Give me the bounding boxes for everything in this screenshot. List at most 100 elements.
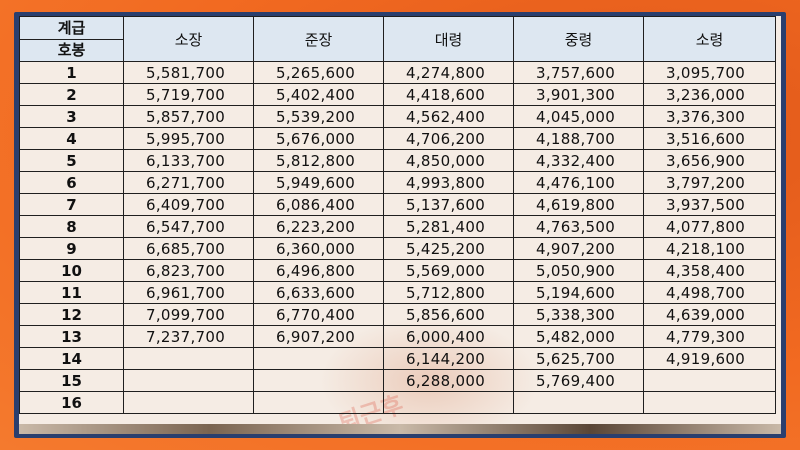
pay-cell: 4,332,400 [513, 149, 644, 172]
pay-cell [253, 391, 384, 414]
step-cell: 4 [19, 127, 124, 150]
pay-cell: 5,338,300 [513, 303, 644, 326]
step-cell: 6 [19, 171, 124, 194]
table-row: 1 5,581,700 5,265,600 4,274,800 3,757,600 3,0… [19, 61, 776, 84]
pay-cell: 4,919,600 [643, 347, 776, 370]
step-cell: 14 [19, 347, 124, 370]
pay-cell: 6,685,700 [123, 237, 254, 260]
pay-cell: 5,625,700 [513, 347, 644, 370]
table-row: 13 7,237,700 6,907,200 6,000,400 5,482,000 4,… [19, 325, 776, 348]
pay-cell: 6,409,700 [123, 193, 254, 216]
pay-cell: 5,712,800 [383, 281, 514, 304]
pay-cell: 3,095,700 [643, 61, 776, 84]
pay-cell: 6,086,400 [253, 193, 384, 216]
pay-cell: 5,050,900 [513, 259, 644, 282]
table-row: 7 6,409,700 6,086,400 5,137,600 4,619,800 3,9… [19, 193, 776, 216]
pay-cell: 4,476,100 [513, 171, 644, 194]
table-row: 8 6,547,700 6,223,200 5,281,400 4,763,500 4,0… [19, 215, 776, 238]
table-row: 11 6,961,700 6,633,600 5,712,800 5,194,600 4,… [19, 281, 776, 304]
pay-cell: 6,496,800 [253, 259, 384, 282]
pay-cell [123, 391, 254, 414]
rank-header: 소령 [643, 16, 776, 62]
step-cell: 12 [19, 303, 124, 326]
pay-cell: 5,856,600 [383, 303, 514, 326]
pay-cell: 6,823,700 [123, 259, 254, 282]
pay-cell: 6,360,000 [253, 237, 384, 260]
pay-cell: 3,656,900 [643, 149, 776, 172]
step-cell: 2 [19, 83, 124, 106]
pay-cell: 5,676,000 [253, 127, 384, 150]
step-cell: 8 [19, 215, 124, 238]
table-row: 2 5,719,700 5,402,400 4,418,600 3,901,300 3,2… [19, 83, 776, 106]
pay-cell: 4,077,800 [643, 215, 776, 238]
pay-cell: 5,949,600 [253, 171, 384, 194]
pay-cell: 4,763,500 [513, 215, 644, 238]
pay-cell: 3,757,600 [513, 61, 644, 84]
pay-cell: 6,223,200 [253, 215, 384, 238]
pay-cell: 6,907,200 [253, 325, 384, 348]
step-cell: 11 [19, 281, 124, 304]
step-cell: 16 [19, 391, 124, 414]
step-cell: 1 [19, 61, 124, 84]
pay-cell: 5,569,000 [383, 259, 514, 282]
rank-header: 준장 [253, 16, 384, 62]
pay-cell [643, 391, 776, 414]
table-row: 12 7,099,700 6,770,400 5,856,600 5,338,300 4,… [19, 303, 776, 326]
table-row: 10 6,823,700 6,496,800 5,569,000 5,050,900 4,… [19, 259, 776, 282]
pay-cell: 4,188,700 [513, 127, 644, 150]
pay-cell: 4,850,000 [383, 149, 514, 172]
step-cell: 15 [19, 369, 124, 392]
table-row: 3 5,857,700 5,539,200 4,562,400 4,045,000 3,3… [19, 105, 776, 128]
pay-cell [253, 369, 384, 392]
table-row: 5 6,133,700 5,812,800 4,850,000 4,332,400 3,6… [19, 149, 776, 172]
pay-cell: 5,194,600 [513, 281, 644, 304]
pay-cell: 4,498,700 [643, 281, 776, 304]
table-row: 16 [19, 391, 776, 414]
pay-cell: 6,133,700 [123, 149, 254, 172]
pay-table-body: 1 5,581,700 5,265,600 4,274,800 3,757,600 3,0… [19, 61, 776, 414]
pay-cell: 4,907,200 [513, 237, 644, 260]
pay-cell: 4,562,400 [383, 105, 514, 128]
step-cell: 5 [19, 149, 124, 172]
pay-cell: 4,274,800 [383, 61, 514, 84]
pay-cell: 7,099,700 [123, 303, 254, 326]
pay-cell: 6,961,700 [123, 281, 254, 304]
pay-cell: 5,812,800 [253, 149, 384, 172]
pay-cell: 3,901,300 [513, 83, 644, 106]
step-cell: 9 [19, 237, 124, 260]
grade-step-header: 계급 호봉 [19, 16, 124, 62]
pay-cell: 5,281,400 [383, 215, 514, 238]
pay-cell: 6,770,400 [253, 303, 384, 326]
pay-cell: 4,045,000 [513, 105, 644, 128]
step-cell: 10 [19, 259, 124, 282]
table-row: 9 6,685,700 6,360,000 5,425,200 4,907,200 4,2… [19, 237, 776, 260]
step-label: 호봉 [57, 40, 86, 59]
pay-cell [513, 391, 644, 414]
rank-header: 대령 [383, 16, 514, 62]
pay-cell: 6,288,000 [383, 369, 514, 392]
rank-header: 소장 [123, 16, 254, 62]
pay-cell: 5,719,700 [123, 83, 254, 106]
pay-cell: 4,639,000 [643, 303, 776, 326]
military-pay-table: 계급 호봉 소장 준장 대령 중령 소령 1 5,581,700 5,265,600… [19, 16, 776, 414]
pay-cell: 5,995,700 [123, 127, 254, 150]
pay-cell [383, 391, 514, 414]
pay-cell [123, 369, 254, 392]
pay-cell: 3,516,600 [643, 127, 776, 150]
pay-cell: 5,482,000 [513, 325, 644, 348]
table-row: 4 5,995,700 5,676,000 4,706,200 4,188,700 3,5… [19, 127, 776, 150]
table-row: 6 6,271,700 5,949,600 4,993,800 4,476,100 3,7… [19, 171, 776, 194]
salary-table-sheet: 퇴근후 계급 호봉 소장 준장 대령 중령 소령 1 5,581,700 5,2 [19, 16, 781, 434]
pay-cell: 5,769,400 [513, 369, 644, 392]
pay-cell: 5,857,700 [123, 105, 254, 128]
header-row: 계급 호봉 소장 준장 대령 중령 소령 [19, 16, 776, 62]
pay-cell: 4,619,800 [513, 193, 644, 216]
pay-cell: 5,402,400 [253, 83, 384, 106]
pay-cell: 6,271,700 [123, 171, 254, 194]
pay-cell: 4,779,300 [643, 325, 776, 348]
step-cell: 7 [19, 193, 124, 216]
pay-cell: 4,706,200 [383, 127, 514, 150]
background-photo-strip [19, 424, 781, 434]
pay-cell [123, 347, 254, 370]
pay-cell: 4,418,600 [383, 83, 514, 106]
